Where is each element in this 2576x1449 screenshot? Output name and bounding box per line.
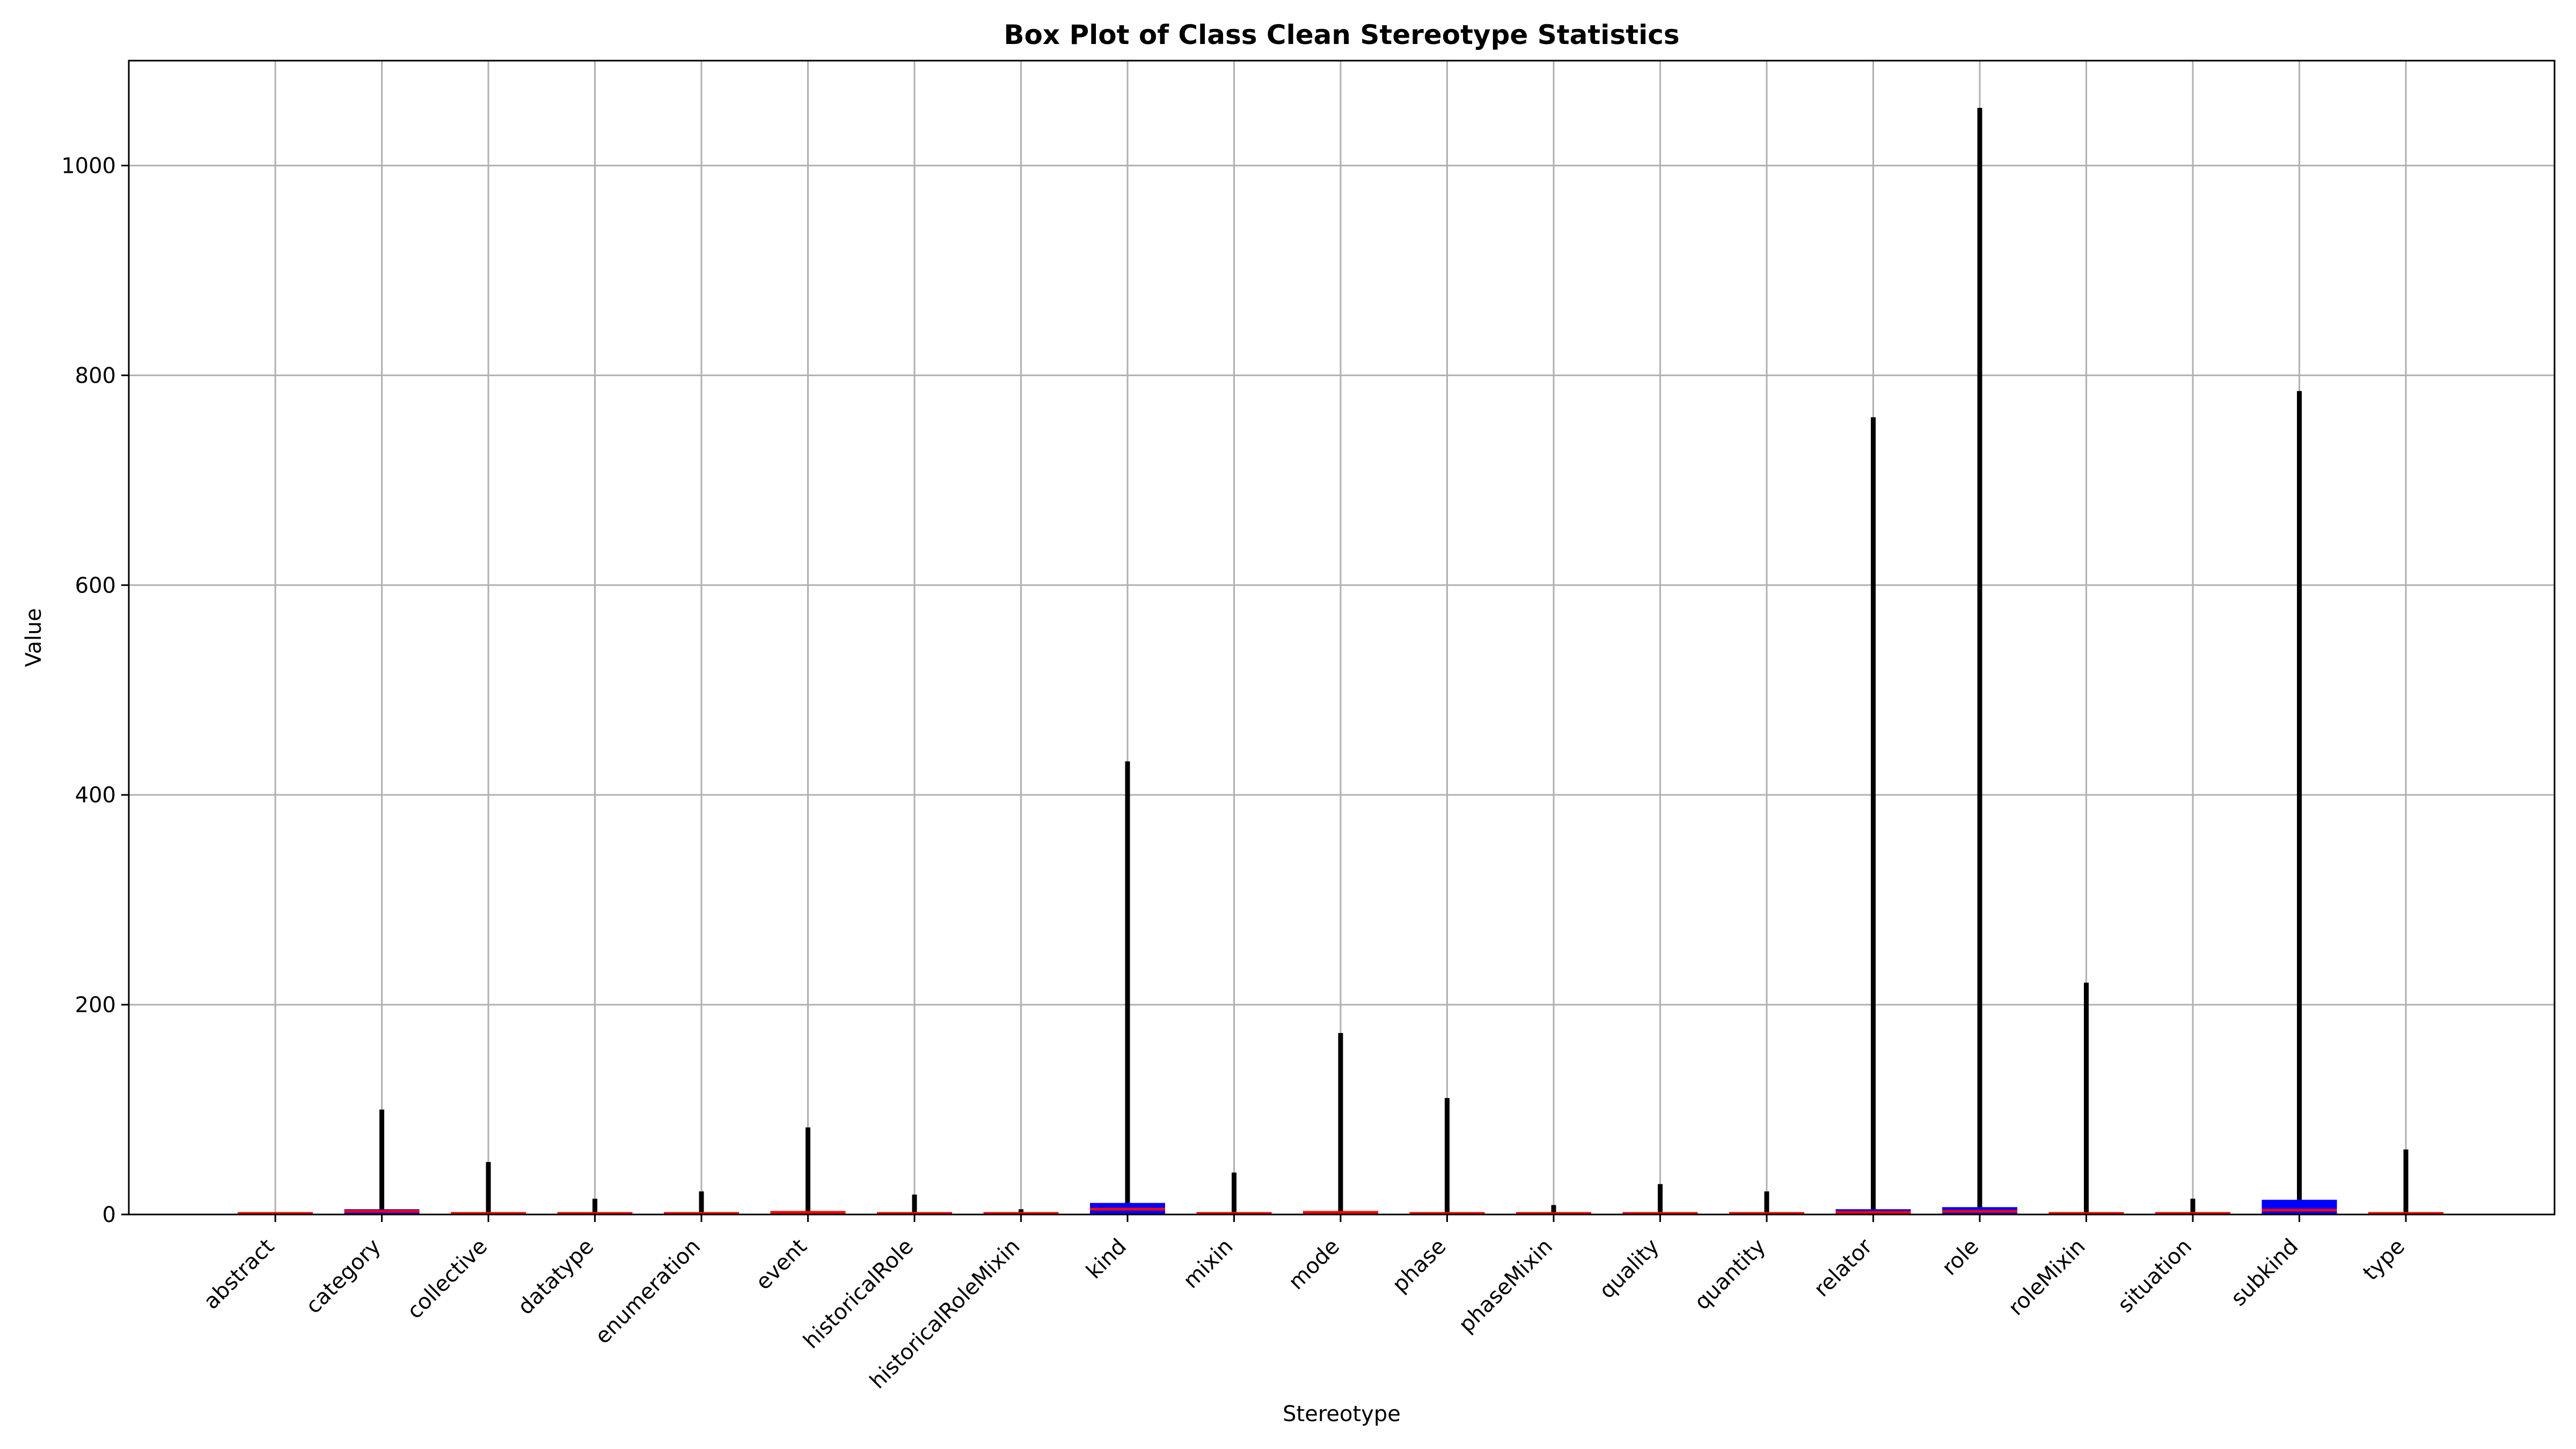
y-tick-label: 800: [75, 363, 116, 388]
x-axis-label: Stereotype: [1283, 1402, 1401, 1426]
box-layer: [238, 107, 2443, 1215]
plot-frame: [128, 60, 2556, 1216]
y-tick-label: 1000: [61, 153, 116, 178]
y-tick-layer: 0 200 400 600 800 1000: [61, 153, 129, 1227]
y-axis-label: Value: [21, 608, 46, 667]
y-tick-label: 200: [75, 993, 116, 1018]
y-tick-label: 600: [75, 573, 116, 598]
box-subkind: [2262, 1199, 2337, 1214]
chart-title: Box Plot of Class Clean Stereotype Stati…: [1004, 19, 1679, 50]
y-tick-label: 400: [75, 783, 116, 808]
y-tick-label: 0: [103, 1203, 116, 1227]
